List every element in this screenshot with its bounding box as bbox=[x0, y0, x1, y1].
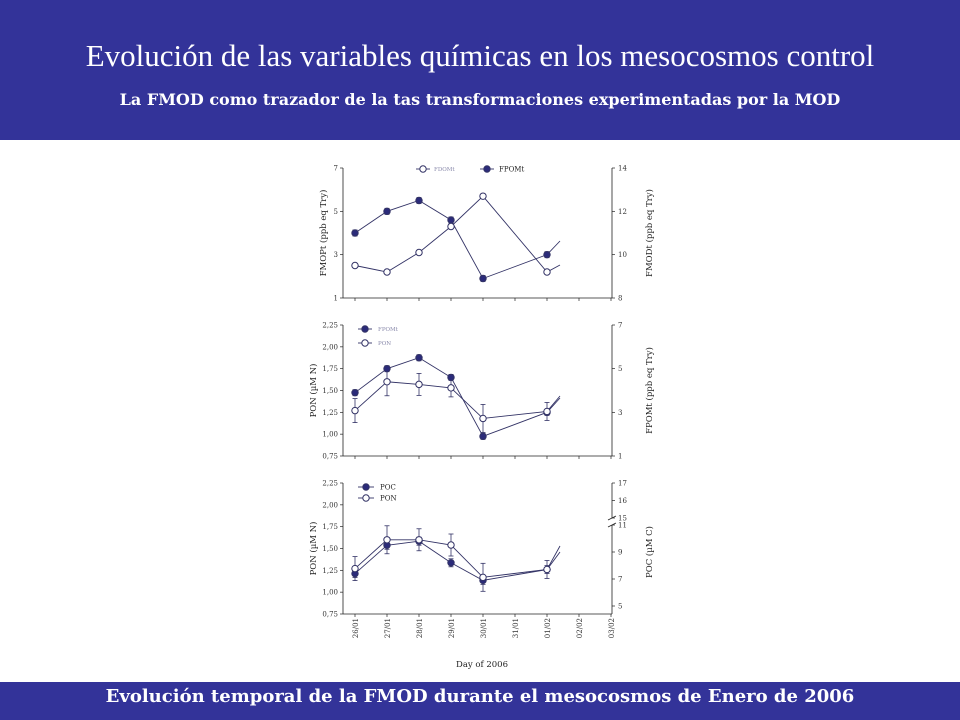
panel2-legend-pon-marker bbox=[361, 339, 369, 347]
panel1-fpomt-point bbox=[415, 196, 423, 205]
panel3-right-tick-label: 9 bbox=[618, 549, 622, 557]
panel3-right-tick-label: 11 bbox=[618, 522, 627, 530]
panel2-left-tick-label: 0,75 bbox=[322, 453, 338, 461]
panel1-fdomt-line bbox=[354, 195, 561, 273]
x-tick-label: 26/01 bbox=[352, 618, 360, 638]
panel3-legend-pon-marker bbox=[362, 494, 370, 502]
panel3-pon-point bbox=[351, 564, 359, 573]
panel3-right-tick-label: 7 bbox=[618, 576, 622, 584]
panel3-pon-point bbox=[543, 565, 551, 574]
panel1-fpomt-point bbox=[383, 207, 391, 216]
x-tick-label: 01/02 bbox=[544, 618, 552, 638]
panel3-right-tick-label: 16 bbox=[618, 497, 627, 505]
panel3-left-tick-label: 1,25 bbox=[322, 567, 338, 575]
panel3-legend-poc-label: POC bbox=[380, 484, 396, 492]
panel3-left-tick-label: 1,50 bbox=[322, 545, 338, 553]
panel3-left-tick-label: 2,00 bbox=[322, 501, 338, 509]
panel3-right-tick-label: 5 bbox=[618, 603, 622, 611]
panel1-left-tick-label: 5 bbox=[334, 208, 338, 216]
panel1-fdomt-point bbox=[351, 261, 359, 270]
panel3-pon-point bbox=[383, 536, 391, 544]
footer-banner bbox=[0, 682, 960, 720]
footer-caption: Evolución temporal de la FMOD durante el… bbox=[105, 686, 855, 707]
panel3-left-tick-label: 0,75 bbox=[322, 611, 338, 619]
panel1-right-tick-label: 14 bbox=[618, 165, 627, 173]
panel3-pon-point bbox=[479, 573, 487, 582]
panel3-legend-pon-label: PON bbox=[380, 495, 397, 503]
panel2-left-tick-label: 1,00 bbox=[322, 431, 338, 439]
panel2-fpomt-point bbox=[479, 432, 487, 441]
panel1-fpomt-point bbox=[447, 216, 455, 224]
panel2-right-tick-label: 3 bbox=[618, 409, 622, 417]
panel1-legend-fdomt-label: FDOMt bbox=[434, 167, 455, 173]
panel2-right-tick-label: 5 bbox=[618, 365, 622, 373]
panel2-pon-point bbox=[479, 414, 487, 423]
panel2-pon-line bbox=[354, 381, 561, 419]
panel2-legend-fpomt-label: FPOMt bbox=[378, 327, 399, 333]
panel3-left-axis-label: PON (µM N) bbox=[308, 522, 319, 576]
title-banner bbox=[0, 0, 960, 140]
panel1-legend-fdomt-marker bbox=[419, 165, 427, 173]
panel1-fpomt-point bbox=[479, 274, 487, 283]
x-tick-label: 31/01 bbox=[512, 618, 520, 638]
panel1-left-axis-label: FMOPt (ppb eq Try) bbox=[318, 190, 329, 277]
panel2-fpomt-point bbox=[383, 364, 391, 373]
panel1-right-tick-label: 12 bbox=[618, 208, 627, 216]
panel2-left-tick-label: 1,75 bbox=[322, 365, 338, 373]
panel1-right-axis-label: FMODt (ppb eq Try) bbox=[644, 189, 655, 277]
x-tick-label: 03/02 bbox=[608, 618, 616, 638]
panel1-fdomt-point bbox=[447, 222, 455, 231]
panel3-right-tick-label: 15 bbox=[618, 515, 627, 523]
panel3-pon-point bbox=[415, 536, 423, 544]
panel3-pon-point bbox=[447, 541, 455, 549]
x-tick-label: 30/01 bbox=[480, 618, 488, 638]
panel2-right-tick-label: 7 bbox=[618, 322, 622, 330]
panel1-fpomt-point bbox=[351, 229, 359, 237]
panel1-fpomt-point bbox=[543, 250, 551, 259]
panel2-pon-point bbox=[383, 378, 391, 386]
panel2-legend-pon-label: PON bbox=[378, 341, 391, 347]
panel2-left-axis-label: PON (µM N) bbox=[308, 364, 319, 418]
panel2-left-tick-label: 2,25 bbox=[322, 322, 338, 330]
panel2-right-axis-label: FPOMt (ppb eq Try) bbox=[644, 347, 655, 434]
x-tick-label: 27/01 bbox=[384, 618, 392, 638]
page-subtitle: La FMOD como trazador de la tas transfor… bbox=[119, 90, 841, 109]
panel2-pon-point bbox=[415, 380, 423, 389]
panel2-left-tick-label: 2,00 bbox=[322, 343, 338, 351]
page-title: Evolución de las variables químicas en l… bbox=[85, 38, 875, 73]
panel1-legend-fpomt-marker bbox=[483, 165, 491, 173]
panel2-pon-point bbox=[543, 407, 551, 416]
panel2-pon-point bbox=[351, 406, 359, 415]
panel1-right-tick-label: 10 bbox=[618, 251, 627, 259]
panel2-fpomt-point bbox=[447, 373, 455, 382]
panel3-legend-poc-marker bbox=[362, 483, 370, 491]
panel3-left-tick-label: 2,25 bbox=[322, 480, 338, 488]
panel2-fpomt-point bbox=[415, 354, 423, 362]
panel1-fdomt-point bbox=[543, 268, 551, 276]
panel2-legend-fpomt-marker bbox=[361, 325, 369, 333]
x-tick-label: 29/01 bbox=[448, 618, 456, 638]
panel2-right-tick-label: 1 bbox=[618, 453, 622, 461]
panel1-left-tick-label: 7 bbox=[334, 165, 338, 173]
panel2-left-tick-label: 1,25 bbox=[322, 409, 338, 417]
panel2-left-tick-label: 1,50 bbox=[322, 387, 338, 395]
x-tick-label: 02/02 bbox=[576, 618, 584, 638]
panel1-fdomt-point bbox=[383, 268, 391, 276]
panel3-right-tick-label: 17 bbox=[618, 480, 627, 488]
panel1-fdomt-point bbox=[415, 248, 423, 257]
panel1-legend-fpomt-label: FPOMt bbox=[499, 166, 524, 174]
panel3-poc-point bbox=[447, 559, 455, 567]
panel3-right-axis-label: POC (µM C) bbox=[644, 526, 655, 578]
panel1-right-tick-label: 8 bbox=[618, 295, 622, 303]
panel2-pon-point bbox=[447, 384, 455, 392]
panel3-left-tick-label: 1,75 bbox=[322, 523, 338, 531]
panel3-left-tick-label: 1,00 bbox=[322, 589, 338, 597]
panel1-left-tick-label: 1 bbox=[334, 295, 338, 303]
panel1-left-tick-label: 3 bbox=[334, 251, 338, 259]
panel2-fpomt-point bbox=[351, 388, 359, 397]
panel1-fdomt-point bbox=[479, 192, 487, 200]
x-axis-label: Day of 2006 bbox=[456, 660, 508, 670]
x-tick-label: 28/01 bbox=[416, 618, 424, 638]
